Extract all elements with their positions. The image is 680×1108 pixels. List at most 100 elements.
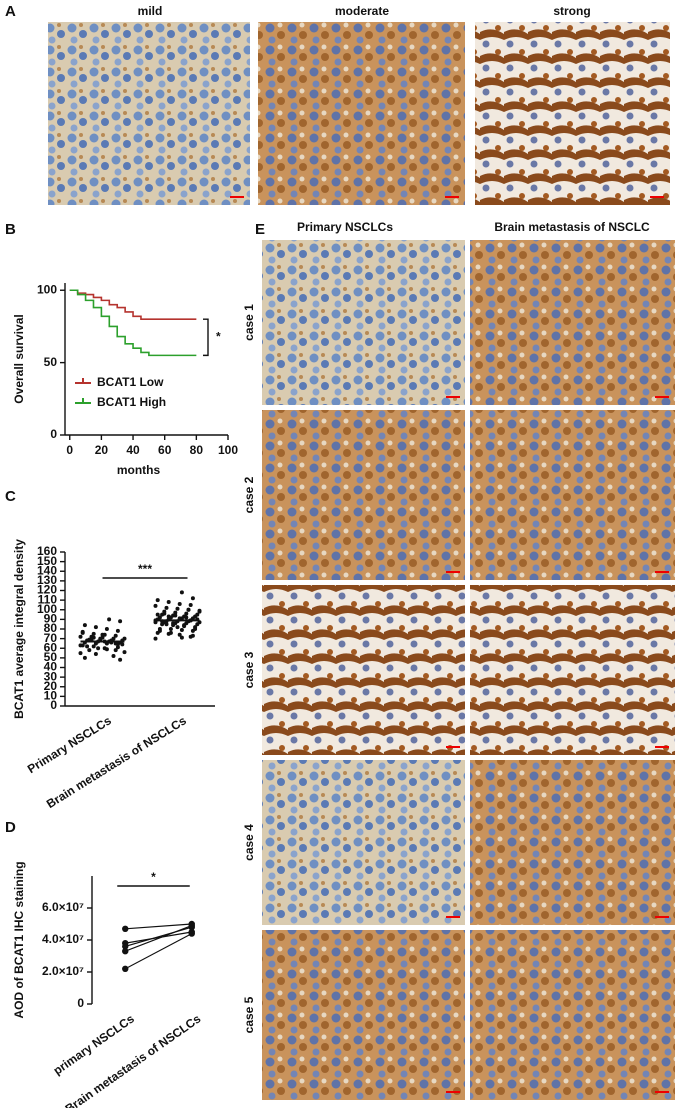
data-point: [82, 623, 87, 628]
y-tick-label: 6.0×10⁷: [42, 900, 84, 914]
image-title: strong: [553, 4, 590, 18]
column-header: Brain metastasis of NSCLC: [494, 220, 650, 234]
data-point: [175, 625, 180, 630]
data-point: [91, 631, 96, 636]
chart: 0 50 100 Overall survival 0 20 40 60 80 100 months…: [12, 282, 238, 477]
ihc-image: [262, 410, 465, 580]
y-tick-label: 50: [44, 355, 58, 369]
chart: 0 2.0×10⁷ 4.0×10⁷ 6.0×10⁷ AOD of BCAT1 IHC s…: [12, 861, 203, 1108]
data-point: [188, 930, 195, 937]
y-axis-label: AOD of BCAT1 IHC staining: [12, 861, 26, 1018]
data-point: [188, 602, 193, 607]
data-point: [188, 922, 195, 929]
data-point: [96, 646, 101, 651]
data-point: [155, 598, 160, 603]
y-tick-label: 140: [37, 563, 57, 577]
data-point: [166, 600, 171, 605]
y-tick-label: 50: [44, 650, 58, 664]
y-tick-label: 20: [44, 679, 58, 693]
x-tick-label: 60: [158, 443, 172, 457]
data-point: [82, 655, 87, 660]
y-tick-label: 150: [37, 554, 57, 568]
data-point: [175, 606, 180, 611]
data-point: [164, 605, 169, 610]
x-tick-label: 100: [218, 443, 238, 457]
y-tick-label: 60: [44, 640, 58, 654]
data-point: [93, 652, 98, 657]
data-point: [157, 615, 162, 620]
panel-e: E Primary NSCLCs Brain metastasis of NSC…: [242, 220, 675, 1100]
x-tick-label: 40: [126, 443, 140, 457]
row-label: case 4: [242, 824, 256, 861]
survival-curve: [69, 289, 197, 320]
ihc-image: [470, 585, 675, 755]
panel-a: A mild moderate strong: [5, 3, 670, 205]
y-tick-label: 120: [37, 583, 57, 597]
ihc-image: [262, 240, 465, 405]
y-tick-label: 40: [44, 660, 58, 674]
data-point: [118, 619, 123, 624]
ihc-image: [470, 760, 675, 925]
image-title: mild: [138, 4, 163, 18]
y-axis-label: Overall survival: [12, 314, 26, 403]
y-tick-label: 4.0×10⁷: [42, 932, 84, 946]
y-tick-label: 70: [44, 631, 58, 645]
data-point: [122, 943, 129, 950]
data-point: [197, 609, 202, 614]
data-point: [122, 948, 129, 955]
x-tick-label: 0: [66, 443, 73, 457]
data-point: [91, 635, 96, 640]
data-point: [80, 629, 85, 634]
panel-label: E: [255, 221, 265, 238]
data-point: [122, 965, 129, 972]
data-point: [166, 614, 171, 619]
data-point: [184, 611, 189, 616]
data-point: [113, 633, 118, 638]
data-point: [113, 648, 118, 653]
data-point: [78, 643, 83, 648]
data-point: [118, 657, 123, 662]
data-point: [177, 632, 182, 637]
data-point: [177, 601, 182, 606]
chart: 0102030405060708090100110120130140150160…: [12, 539, 215, 811]
data-point: [168, 627, 173, 631]
ihc-image: [470, 410, 675, 580]
data-point: [91, 644, 96, 649]
x-tick-label: 80: [190, 443, 204, 457]
annotation: *: [151, 870, 156, 884]
x-axis-label: months: [117, 463, 161, 477]
data-point: [164, 622, 169, 627]
significance-bracket: [203, 318, 209, 357]
legend-label: BCAT1 High: [97, 395, 166, 409]
y-tick-label: 110: [38, 592, 58, 606]
data-point: [182, 623, 187, 628]
annotation: *: [216, 329, 221, 343]
data-point: [168, 630, 173, 635]
data-point: [122, 636, 127, 641]
data-point: [157, 628, 162, 633]
y-tick-label: 2.0×10⁷: [42, 964, 84, 978]
data-point: [104, 647, 109, 652]
data-point: [173, 613, 178, 618]
column-header: Primary NSCLCs: [297, 220, 393, 234]
category-label: Brain metastasis of NSCLCs: [44, 713, 189, 811]
pair-line: [124, 933, 193, 970]
data-point: [78, 651, 83, 656]
survival-curve: [69, 289, 197, 357]
data-point: [78, 634, 83, 639]
data-point: [122, 650, 127, 655]
ihc-image: [470, 930, 675, 1100]
data-point: [186, 607, 191, 612]
data-point: [179, 635, 184, 640]
data-point: [111, 653, 116, 658]
row-label: case 1: [242, 304, 256, 341]
y-tick-label: 0: [77, 996, 84, 1010]
data-point: [98, 636, 103, 641]
x-tick-label: 20: [95, 443, 109, 457]
y-tick-label: 30: [44, 669, 58, 683]
data-point: [162, 611, 167, 616]
ihc-image: [470, 240, 675, 405]
legend-label: BCAT1 Low: [97, 375, 164, 389]
